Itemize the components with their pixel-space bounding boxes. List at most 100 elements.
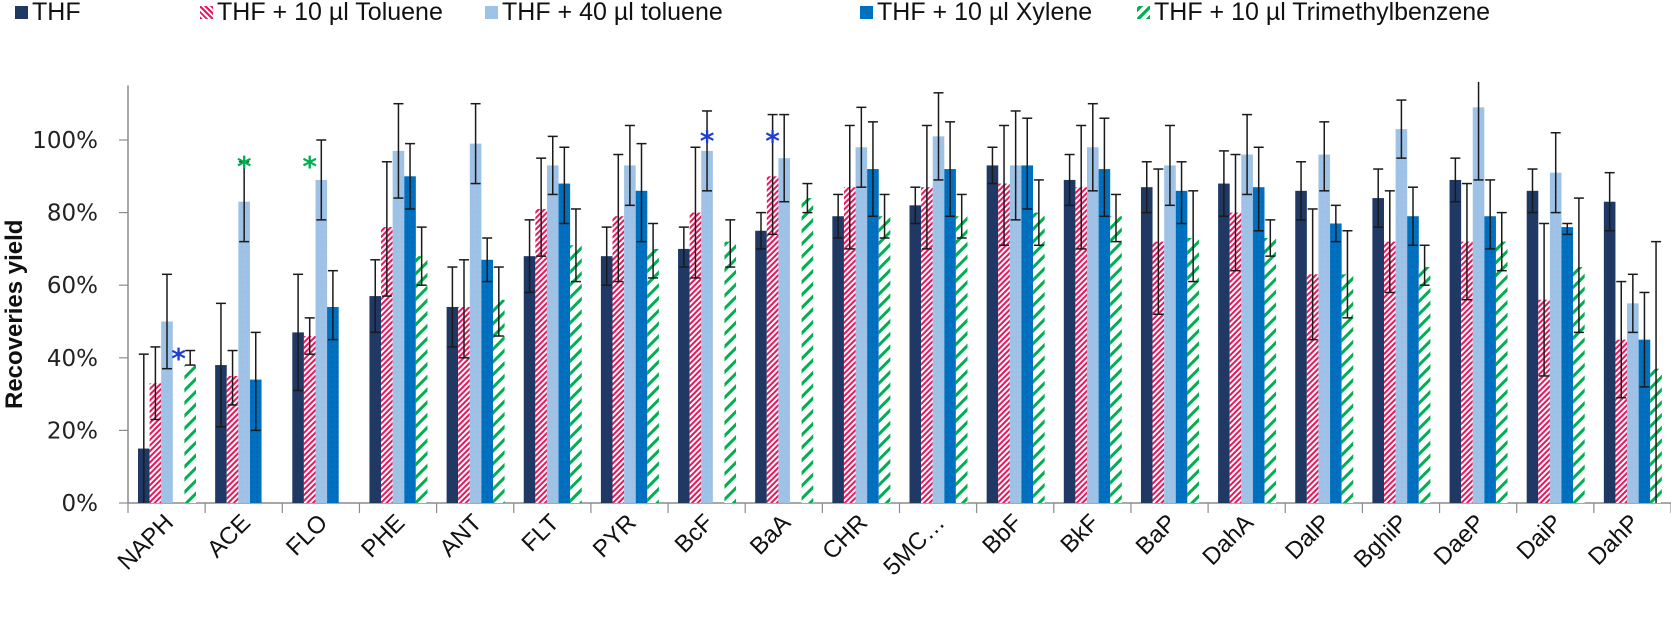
bar	[955, 216, 968, 504]
y-axis-label: Recoveries yield	[1, 220, 28, 409]
legend-swatch	[1137, 6, 1150, 19]
bar	[1638, 339, 1651, 503]
x-tick-label: ACE	[202, 509, 256, 563]
legend-item: THF + 40 µl toluene	[485, 0, 723, 27]
bar	[1306, 274, 1319, 503]
bar	[1538, 299, 1550, 503]
bar	[624, 165, 636, 503]
bar	[1549, 172, 1562, 504]
bar	[1407, 216, 1419, 504]
bar	[1395, 129, 1408, 504]
legend-swatch	[200, 6, 213, 19]
bar	[161, 321, 173, 503]
bar	[1110, 216, 1122, 504]
x-tick-label: BbF	[977, 509, 1027, 559]
bar	[1252, 187, 1265, 503]
bar	[315, 179, 328, 503]
bar	[635, 190, 648, 503]
legend-label: THF + 40 µl toluene	[502, 0, 723, 26]
legend-swatch	[15, 6, 28, 19]
bar	[724, 241, 737, 503]
bar	[678, 248, 690, 503]
bar	[1021, 165, 1034, 503]
bar	[689, 212, 702, 503]
bar	[404, 176, 416, 504]
x-tick-label: FLO	[281, 509, 333, 561]
x-tick-label: PYR	[588, 509, 642, 563]
bar	[986, 165, 999, 503]
y-tick-label: 40%	[47, 346, 98, 372]
legend-label: THF	[32, 0, 81, 26]
bar	[249, 379, 262, 503]
x-tick-label: ANT	[434, 509, 487, 562]
bar	[184, 365, 196, 503]
bar	[1075, 187, 1087, 503]
bar	[1495, 241, 1508, 503]
bar	[226, 375, 239, 503]
x-tick-label: PHE	[356, 509, 410, 563]
bar	[1573, 267, 1585, 503]
x-tick-label: DaeP	[1429, 509, 1491, 571]
bar	[909, 205, 922, 503]
bar	[701, 150, 713, 503]
bar	[1009, 165, 1022, 503]
bar	[832, 216, 844, 504]
bar	[1418, 267, 1431, 503]
bar	[1341, 274, 1354, 503]
x-tick-label: BaA	[745, 509, 796, 560]
legend-swatch	[485, 6, 498, 19]
x-tick-label: DahA	[1197, 509, 1259, 571]
bar	[1330, 223, 1342, 504]
bar	[1063, 179, 1076, 503]
bar	[1187, 238, 1199, 503]
bar	[1098, 169, 1111, 504]
legend-item: THF	[15, 0, 81, 27]
bar	[1229, 212, 1242, 503]
x-tick-label: BcF	[670, 509, 719, 558]
bar	[843, 187, 856, 503]
bar	[1603, 201, 1616, 503]
significance-asterisk: *	[171, 342, 186, 375]
bar	[600, 256, 613, 503]
bar	[327, 306, 339, 503]
bar	[778, 158, 790, 503]
bar	[1615, 339, 1628, 503]
bar	[867, 169, 879, 504]
y-tick-label: 100%	[32, 128, 98, 154]
bar	[1484, 216, 1496, 504]
significance-asterisk: *	[302, 150, 317, 183]
bar	[1449, 179, 1462, 503]
bar	[855, 147, 868, 503]
bar	[1175, 190, 1188, 503]
bar	[755, 230, 767, 503]
legend-swatch	[860, 6, 873, 19]
bar	[612, 216, 625, 504]
legend-item: THF + 10 µl Xylene	[860, 0, 1092, 27]
bar	[801, 198, 814, 503]
bar	[998, 183, 1010, 503]
bar	[458, 306, 470, 503]
y-tick-label: 80%	[47, 201, 98, 227]
bar	[1218, 183, 1230, 503]
bar	[1087, 147, 1099, 503]
chart-legend: THF THF + 10 µl Toluene THF + 40 µl toluen…	[0, 0, 1671, 30]
bar	[1241, 154, 1253, 503]
significance-asterisk: *	[765, 124, 780, 157]
bar	[647, 248, 659, 503]
bar	[878, 216, 891, 504]
significance-asterisk: *	[237, 150, 252, 183]
bar	[944, 169, 956, 504]
bar	[469, 143, 482, 503]
bar	[392, 150, 405, 503]
legend-item: THF + 10 µl Toluene	[200, 0, 443, 27]
bar	[546, 165, 559, 503]
bar	[1152, 241, 1165, 503]
bar	[558, 183, 571, 503]
bar	[446, 306, 459, 503]
x-tick-label: DahP	[1583, 509, 1645, 571]
bar	[1295, 190, 1307, 503]
bar	[1033, 212, 1045, 503]
y-tick-label: 20%	[47, 418, 98, 444]
x-tick-label: BaP	[1131, 509, 1182, 560]
